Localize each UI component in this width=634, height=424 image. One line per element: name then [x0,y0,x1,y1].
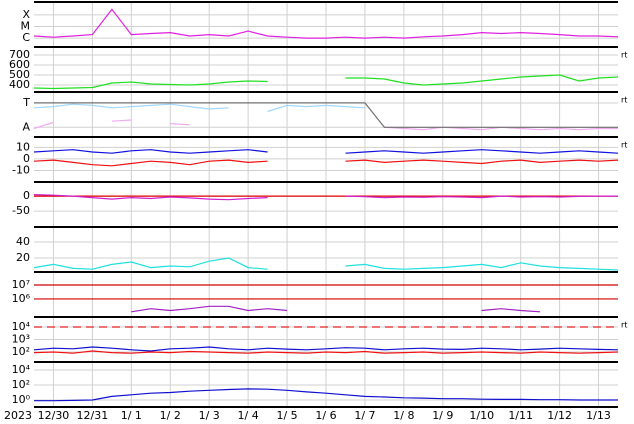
x-tick-label: 1/ 9 [432,409,453,422]
x-tick-label: 12/30 [38,409,70,422]
x-tick-label: 1/ 2 [160,409,181,422]
y-tick-label: 10³ [12,332,30,345]
x-tick-label: 1/ 6 [315,409,336,422]
y-tick-label: 10² [12,378,30,391]
y-tick-label: M [21,19,31,32]
y-tick-label: -10 [12,163,30,176]
x-tick-label: 1/10 [469,409,494,422]
data-line [33,346,619,352]
x-tick-label: 1/12 [547,409,572,422]
x-tick-label: 1/ 7 [354,409,375,422]
x-tick-label: 12/31 [77,409,109,422]
data-line [34,104,579,111]
data-line [33,119,618,131]
x-tick-label: 1/13 [586,409,611,422]
y-tick-label: 10 [16,140,30,153]
side-label: rt [621,96,627,105]
data-line [33,149,619,154]
y-tick-label: T [22,96,30,109]
data-line [33,159,619,167]
y-tick-label: 40 [16,235,30,248]
y-tick-label: 10² [12,345,30,358]
y-tick-label: 10⁶ [12,292,31,305]
year-label: 2023 [4,409,32,422]
data-line [33,74,619,90]
side-label: rt [621,321,627,330]
y-tick-label: 700 [9,48,30,61]
y-tick-label: X [22,8,30,21]
y-tick-label: 10⁷ [12,278,30,291]
y-tick-label: 400 [9,78,30,91]
y-tick-label: C [22,31,30,44]
y-tick-label: 10⁰ [12,393,31,406]
y-tick-label: 0 [23,189,30,202]
data-line [33,350,619,354]
x-tick-label: 1/ 1 [121,409,142,422]
x-tick-label: 1/ 3 [199,409,220,422]
data-line [33,257,619,271]
data-line [33,8,619,39]
data-line [34,102,618,128]
side-label: rt [621,141,627,150]
data-line [34,388,618,402]
data-line [131,305,541,313]
x-tick-label: 1/ 4 [238,409,259,422]
x-tick-label: 1/ 8 [393,409,414,422]
y-tick-label: 500 [9,68,30,81]
y-tick-label: 600 [9,58,30,71]
x-tick-label: 1/11 [508,409,533,422]
side-label: rt [621,51,627,60]
x-tick-label: 1/ 5 [276,409,297,422]
y-tick-label: 0 [23,152,30,165]
y-tick-label: -50 [12,204,30,217]
y-tick-label: 20 [16,251,30,264]
y-tick-label: 10⁴ [12,363,31,376]
y-tick-label: A [22,120,30,133]
data-line [33,194,618,201]
y-tick-label: 10⁴ [12,320,31,333]
